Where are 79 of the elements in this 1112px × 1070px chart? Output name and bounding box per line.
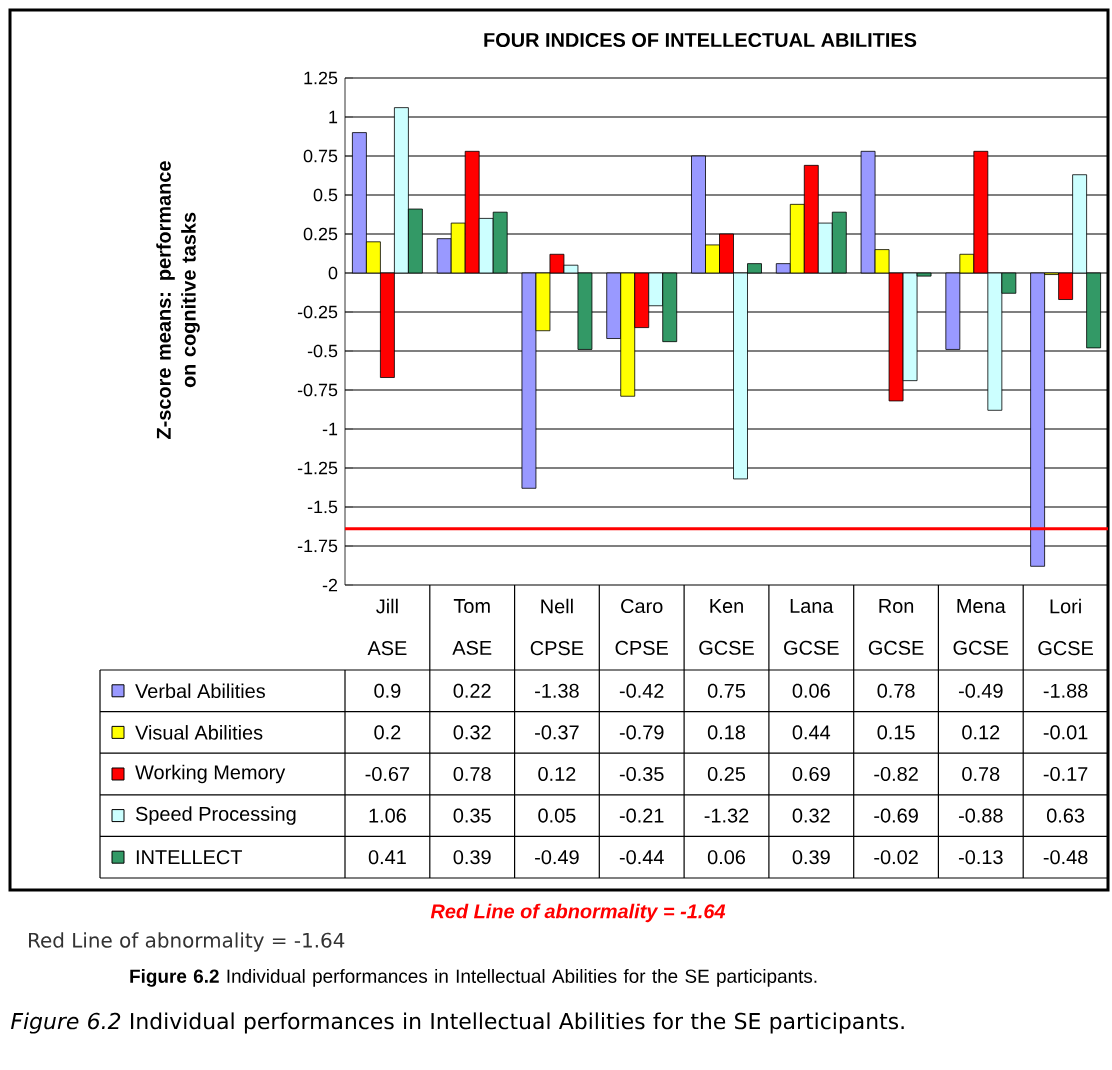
text: Figure 6.2 Individual performances in Intellectual Abilities for the SE participants.	[11, 1012, 904, 1034]
data-label: 0.63	[1046, 808, 1085, 823]
data-label: -1.38	[535, 683, 579, 698]
data-label: -0.67	[365, 766, 410, 782]
data-label: -0.82	[874, 766, 918, 782]
data-label: -0.88	[958, 808, 1003, 823]
legend-label: Verbal Abilities	[135, 683, 265, 699]
data-label: 0.12	[962, 725, 1000, 740]
data-label: 0.2	[374, 725, 401, 740]
y-tick-label: 0.75	[303, 149, 338, 163]
data-label: 1.06	[369, 808, 406, 823]
data-label: 0.69	[792, 766, 830, 782]
data-label: -0.79	[619, 725, 664, 740]
legend-label: INTELLECT	[136, 850, 242, 865]
category-label: Nell CPSE	[530, 598, 584, 656]
category-label: Lori GCSE	[1038, 598, 1093, 656]
category-label: Jill ASE	[367, 598, 407, 656]
data-label: -0.37	[535, 725, 579, 740]
ref-line-label: Red Line of abnormality = -1.64	[430, 903, 726, 923]
y-tick-label: -2	[322, 578, 338, 592]
text: Red Line of abnormality = -1.64	[29, 932, 345, 952]
y-tick-label: -0.75	[297, 383, 338, 397]
y-axis-title: Z-score means: performance on cognitive tasks	[156, 161, 200, 439]
data-label: 0.35	[453, 808, 491, 823]
y-tick-label: 0.5	[313, 188, 338, 202]
y-tick-label: -1.25	[297, 461, 338, 475]
category-label: Ron GCSE	[868, 599, 924, 655]
data-label: 0.39	[453, 850, 491, 865]
data-label: 0.22	[453, 683, 491, 698]
category-label: Lana GCSE	[784, 599, 839, 655]
data-label: -0.17	[1043, 766, 1088, 782]
data-label: -0.44	[619, 850, 664, 865]
data-label: -0.49	[535, 850, 579, 865]
y-tick-label: -0.25	[297, 305, 338, 319]
y-tick-label: 1.25	[304, 71, 338, 85]
data-label: -1.88	[1043, 683, 1088, 698]
y-tick-label: 1	[329, 110, 338, 124]
data-label: -0.35	[619, 766, 664, 782]
chart-title: FOUR INDICES OF INTELLECTUAL ABILITIES	[484, 32, 917, 48]
data-label: -0.02	[874, 850, 918, 865]
data-label: 0.9	[374, 683, 401, 698]
category-label: Caro CPSE	[615, 599, 668, 655]
data-label: -1.32	[704, 808, 749, 823]
legend-label: Visual Abilities	[135, 725, 263, 740]
data-label: 0.78	[453, 766, 491, 782]
text: Figure 6.2 Individual performances in Intellectual Abilities for the SE participants.	[130, 969, 817, 987]
data-label: -0.48	[1043, 850, 1088, 865]
legend-label: Working Memory	[135, 764, 286, 784]
data-label: -0.13	[958, 850, 1003, 865]
y-tick-label: -1.5	[307, 500, 338, 514]
data-label: 0.32	[453, 725, 491, 740]
category-label: Tom ASE	[452, 599, 492, 655]
y-tick-label: -0.5	[307, 344, 338, 358]
data-label: -0.69	[874, 808, 918, 823]
data-label: 0.75	[707, 683, 746, 698]
data-label: 0.06	[792, 683, 830, 698]
data-label: 0.78	[962, 766, 1000, 782]
data-label: 0.18	[707, 725, 746, 740]
data-label: 0.78	[877, 683, 915, 698]
category-label: Ken GCSE	[699, 599, 754, 655]
data-label: 0.12	[538, 766, 576, 782]
y-tick-label: 0.25	[303, 227, 338, 241]
data-label: -0.21	[619, 808, 664, 823]
legend-label: Speed Processing	[135, 806, 296, 825]
y-tick-label: -1	[322, 422, 338, 436]
data-label: 0.25	[707, 766, 746, 782]
data-label: 0.05	[538, 808, 576, 823]
data-label: 0.39	[792, 850, 830, 865]
data-label: -0.49	[958, 683, 1003, 698]
y-tick-label: -1.75	[297, 539, 338, 553]
data-label: -0.01	[1043, 725, 1088, 740]
data-label: 0.44	[792, 725, 831, 740]
data-label: 0.32	[792, 808, 830, 823]
y-tick-label: 0	[328, 266, 338, 280]
data-label: 0.15	[877, 725, 915, 740]
data-label: 0.06	[707, 850, 746, 865]
data-label: 0.41	[368, 850, 406, 865]
category-label: Mena GCSE	[953, 599, 1009, 655]
data-label: -0.42	[619, 683, 664, 698]
